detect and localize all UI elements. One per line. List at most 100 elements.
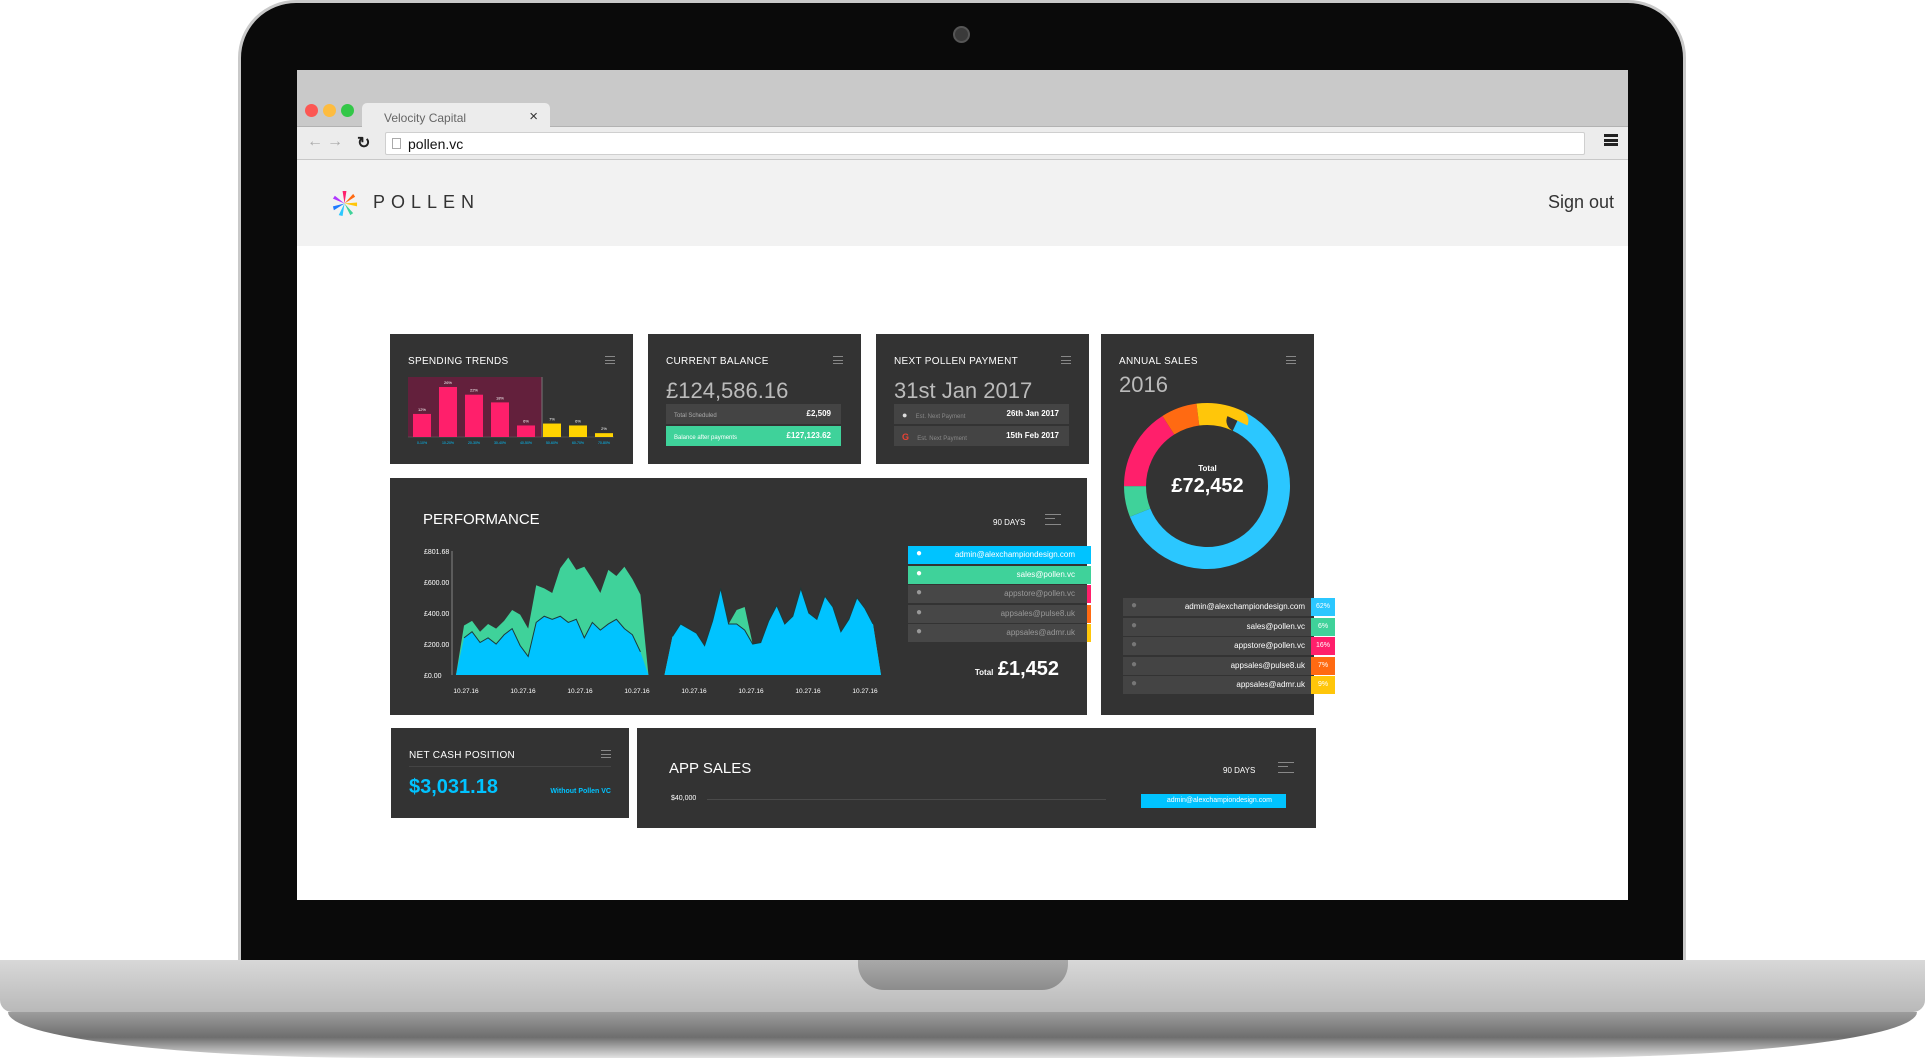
performance-area-chart: £801.68 £600.00 £400.00 £200.00 £0.00 10.27.1…	[424, 549, 881, 695]
legend-chip[interactable]: admin@alexchampiondesign.com	[1141, 794, 1286, 808]
address-bar-row: ← → ↻ pollen.vc	[297, 127, 1628, 160]
url-text: pollen.vc	[408, 136, 464, 152]
annual-sales-donut	[1124, 403, 1290, 569]
total-value: £72,452	[1171, 475, 1244, 497]
y-tick-label: £801.68	[424, 549, 449, 556]
year-value: 2016	[1119, 372, 1168, 397]
x-tick-label: 50-60%	[546, 441, 558, 445]
legend-label: sales@pollen.vc	[1016, 569, 1075, 579]
app-sales-card: APP SALES 90 DAYS $40,000 admin@alexcham…	[637, 728, 1316, 828]
next-payment-value: 31st Jan 2017	[894, 378, 1033, 403]
bar	[543, 423, 561, 437]
forward-icon[interactable]: →	[327, 133, 343, 150]
range-label[interactable]: 90 DAYS	[1223, 766, 1256, 775]
x-tick-label: 0-10%	[417, 441, 427, 445]
legend-item[interactable]: ● appstore@pollen.vc	[908, 585, 1091, 603]
legend-label: admin@alexchampiondesign.com	[1166, 797, 1272, 804]
sign-out-link[interactable]: Sign out	[1547, 192, 1614, 212]
reload-icon[interactable]: ↻	[357, 135, 371, 152]
x-tick-label: 70-80%	[598, 441, 610, 445]
row-label: sales@pollen.vc	[1246, 621, 1305, 631]
series-line	[672, 586, 874, 647]
percent-badge: 16%	[1311, 637, 1335, 655]
bar	[465, 394, 483, 437]
minimize-window-icon[interactable]	[323, 104, 336, 117]
card-menu-icon[interactable]	[601, 750, 611, 758]
apple-icon: ●	[902, 410, 908, 420]
range-label[interactable]: 90 DAYS	[993, 518, 1026, 527]
divider	[409, 766, 611, 767]
x-tick-label: 20-30%	[468, 441, 480, 445]
x-tick-label: 10.27.16	[852, 688, 878, 695]
legend-item[interactable]: ● appsales@pulse8.uk	[908, 604, 1091, 623]
bar-value-label: 6%	[523, 418, 529, 423]
payment-row: G Est. Next Payment 15th Feb 2017	[894, 426, 1069, 446]
tab-close-icon[interactable]: ×	[529, 108, 538, 125]
x-tick-label: 10.27.16	[453, 688, 479, 695]
tab-strip: Velocity Capital ×	[297, 70, 1628, 129]
annual-sales-row[interactable]: ● appstore@pollen.vc 16%	[1123, 637, 1335, 655]
total-label: Total	[1198, 464, 1217, 473]
annual-sales-row[interactable]: ● appsales@pulse8.uk 7%	[1123, 656, 1335, 675]
legend-item[interactable]: ● admin@alexchampiondesign.com	[908, 546, 1091, 564]
x-tick-label: 60-70%	[572, 441, 584, 445]
browser-tab[interactable]: Velocity Capital ×	[362, 103, 550, 129]
color-strip	[1087, 585, 1091, 603]
browser-menu-icon[interactable]	[1604, 134, 1618, 146]
card-menu-icon[interactable]	[833, 356, 843, 364]
tab-title: Velocity Capital	[384, 111, 467, 125]
row-label: appsales@pulse8.uk	[1230, 660, 1305, 670]
row-value: 15th Feb 2017	[1006, 431, 1059, 440]
card-menu-icon[interactable]	[605, 356, 615, 364]
percent-badge: 62%	[1311, 598, 1335, 616]
net-cash-value: $3,031.18	[409, 776, 498, 798]
logo-wordmark[interactable]: POLLEN	[373, 192, 481, 212]
apple-icon: ●	[916, 567, 923, 579]
legend-item[interactable]: ● appsales@admr.uk	[908, 624, 1091, 642]
row-label: appsales@admr.uk	[1236, 680, 1305, 689]
close-window-icon[interactable]	[305, 104, 318, 117]
percent-badge: 6%	[1311, 617, 1335, 636]
row-label: admin@alexchampiondesign.com	[1184, 602, 1305, 611]
performance-total: Total £1,452	[975, 658, 1059, 681]
row-value: £2,509	[806, 409, 831, 418]
balance-after-row: Balance after payments £127,123.62	[666, 426, 841, 446]
row-label: Total Scheduled	[674, 413, 717, 419]
annual-sales-row[interactable]: ● admin@alexchampiondesign.com 62%	[1123, 598, 1335, 616]
card-menu-icon[interactable]	[1286, 356, 1296, 364]
card-title: CURRENT BALANCE	[666, 356, 769, 367]
card-menu-icon[interactable]	[1045, 514, 1061, 525]
laptop-notch	[858, 960, 1068, 990]
percent-badge: 7%	[1311, 656, 1335, 675]
back-icon[interactable]: ←	[307, 133, 323, 150]
legend-item[interactable]: ● sales@pollen.vc	[908, 565, 1091, 584]
apple-icon: ●	[916, 548, 923, 559]
card-menu-icon[interactable]	[1278, 762, 1294, 773]
donut-center: Total £72,452	[1101, 464, 1314, 498]
y-tick-label: £200.00	[424, 642, 449, 649]
legend-label: admin@alexchampiondesign.com	[954, 550, 1075, 559]
x-tick-label: 10.27.16	[681, 688, 707, 695]
row-label: Balance after payments	[674, 435, 738, 441]
x-tick-label: 30-40%	[494, 441, 506, 445]
spending-trends-card: SPENDING TRENDS 12% 0-10% 26% 10-20% 22% 20-3…	[390, 334, 633, 464]
bar-value-label: 22%	[470, 388, 478, 393]
bar-value-label: 26%	[444, 380, 452, 385]
maximize-window-icon[interactable]	[341, 104, 354, 117]
total-label: Total	[974, 668, 994, 677]
apple-icon: ●	[1131, 639, 1138, 650]
next-payment-card: NEXT POLLEN PAYMENT 31st Jan 2017 ● Est.…	[876, 334, 1089, 464]
x-tick-label: 10.27.16	[738, 688, 764, 695]
url-input[interactable]: pollen.vc	[385, 132, 1585, 155]
row-label: appstore@pollen.vc	[1234, 641, 1305, 650]
y-tick-label: £0.00	[424, 673, 442, 680]
annual-sales-row[interactable]: ● appsales@admr.uk 9%	[1123, 676, 1335, 694]
payment-row: ● Est. Next Payment 26th Jan 2017	[894, 404, 1069, 424]
bar	[491, 402, 509, 437]
annual-sales-row[interactable]: ● sales@pollen.vc 6%	[1123, 617, 1335, 636]
total-value: £1,452	[997, 658, 1059, 680]
bar-value-label: 12%	[418, 407, 426, 412]
card-menu-icon[interactable]	[1061, 356, 1071, 364]
grid-line	[707, 799, 1106, 800]
color-strip	[1087, 624, 1091, 642]
